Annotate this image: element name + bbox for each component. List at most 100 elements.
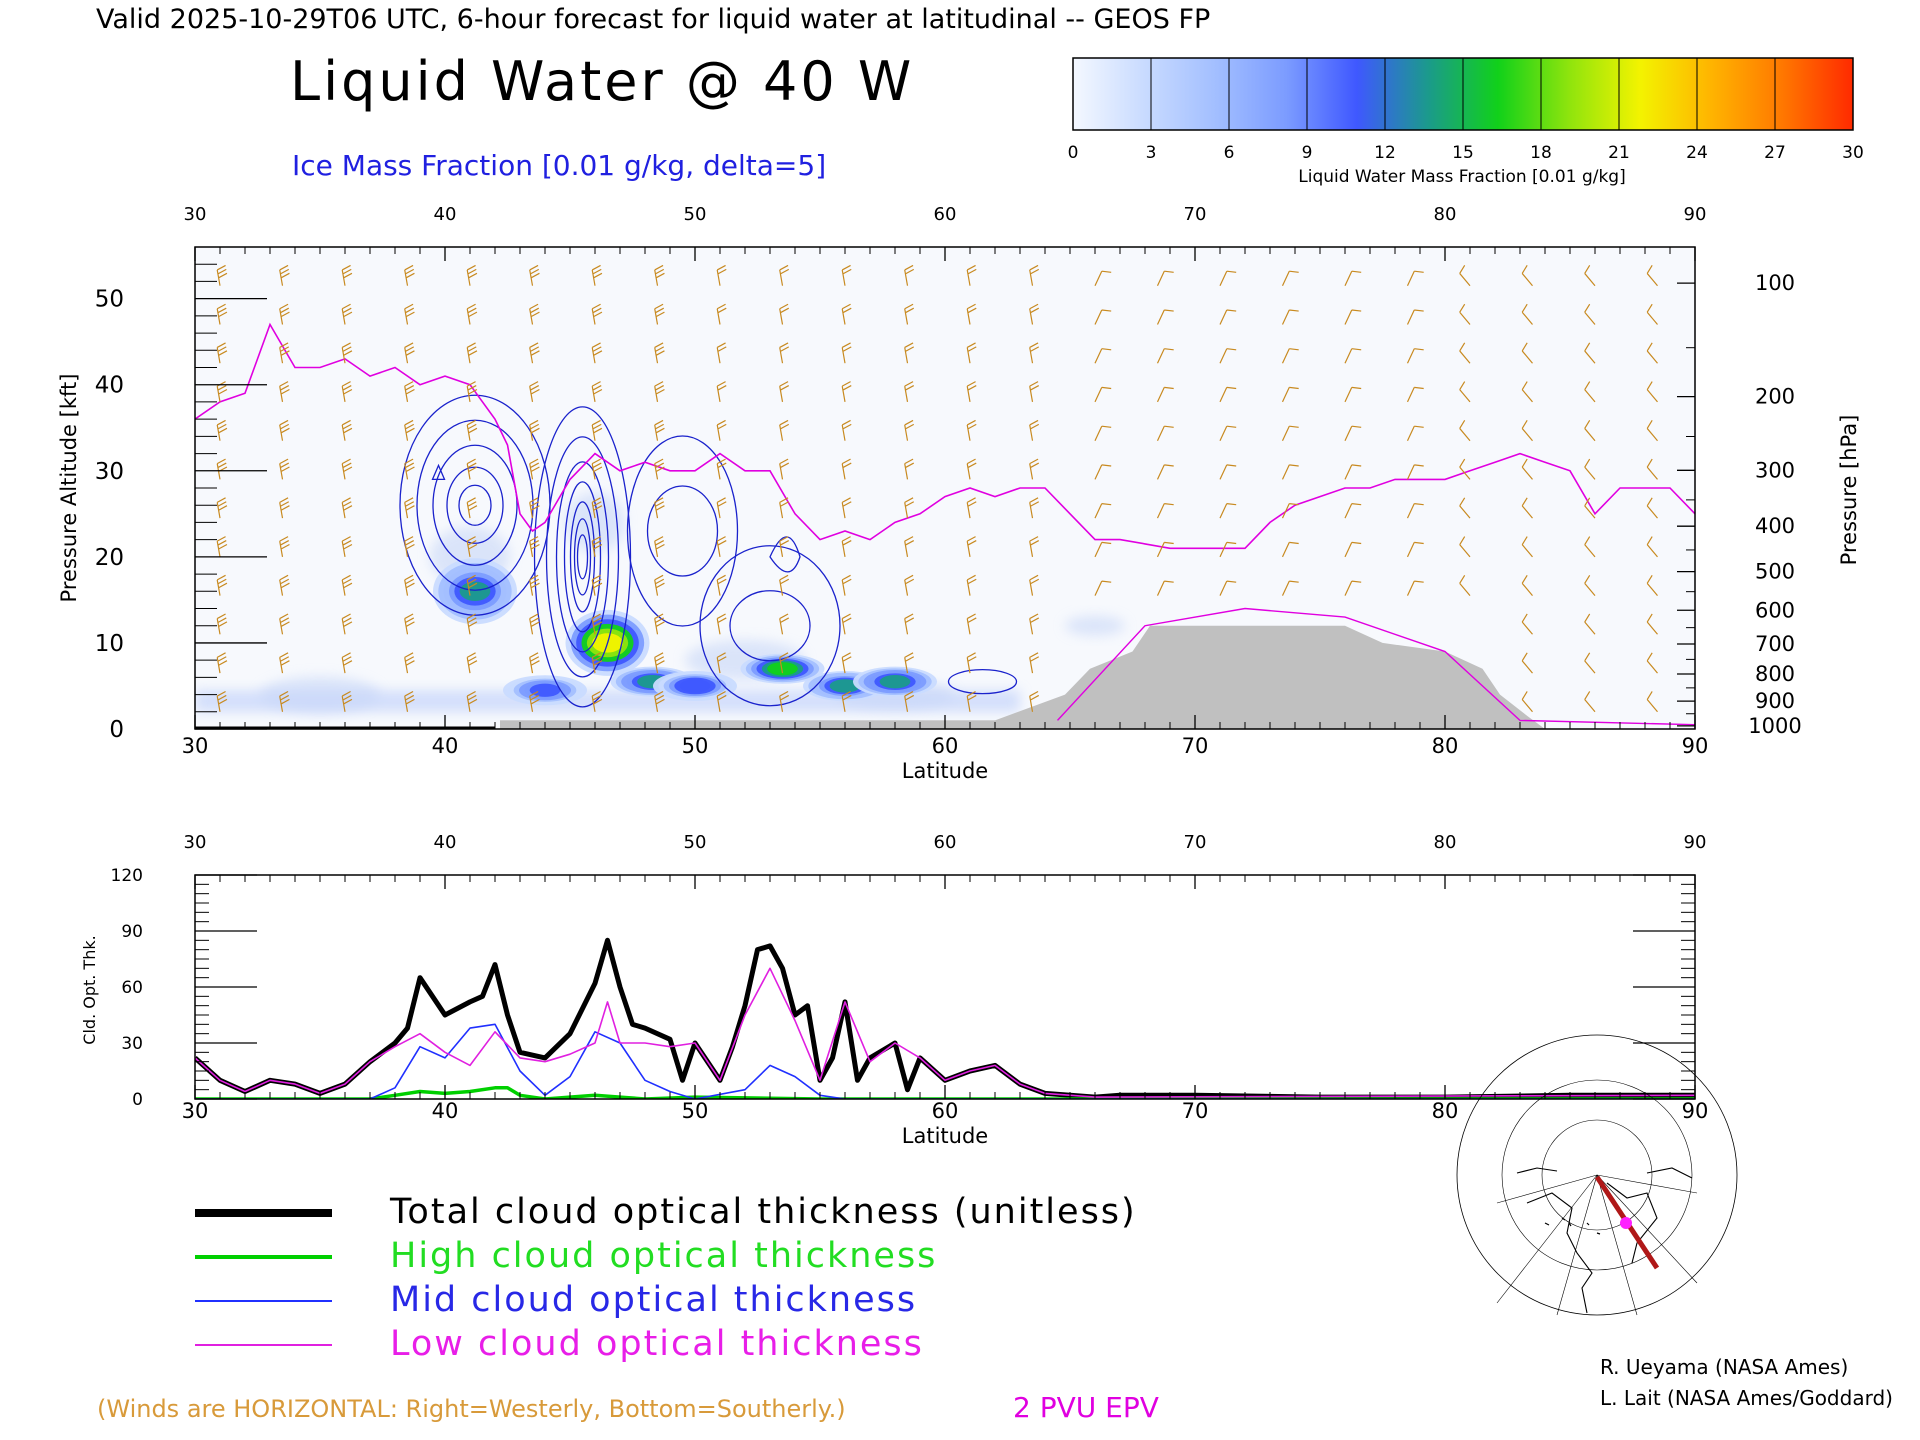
wind-barb-stroke — [841, 690, 852, 712]
bottom-x-tick-label: 50 — [682, 1099, 709, 1123]
wind-barb-stroke — [1521, 652, 1533, 674]
wind-barb — [1406, 580, 1424, 596]
wind-barb-stroke — [216, 652, 228, 674]
bottom-y-tick-label: 0 — [132, 1090, 143, 1110]
wind-barb — [591, 613, 603, 635]
wind-barb-stroke — [1406, 386, 1424, 403]
wind-barb — [1281, 464, 1299, 480]
wind-barb-stroke — [1344, 464, 1362, 480]
wind-barb-stroke — [779, 458, 790, 480]
top-y-tick-label: 0 — [109, 717, 124, 743]
wind-barb-stroke — [466, 342, 478, 364]
wind-barb — [966, 342, 977, 364]
wind-barb — [1521, 458, 1533, 480]
wind-barb — [1156, 503, 1174, 519]
wind-barb-stroke — [279, 381, 290, 403]
wind-barb-stroke — [466, 690, 478, 712]
wind-barb — [1584, 381, 1596, 403]
wind-barb-stroke — [1584, 381, 1596, 403]
wind-barb — [279, 652, 290, 674]
liquid-water-blob — [829, 679, 861, 693]
wind-barb — [341, 342, 353, 364]
wind-barb — [716, 574, 727, 596]
wind-barb — [216, 652, 228, 674]
wind-barb-stroke — [779, 419, 790, 441]
wind-barb — [1156, 541, 1174, 558]
wind-barb — [1584, 574, 1596, 596]
wind-barb-stroke — [1646, 265, 1658, 287]
wind-barb — [1459, 381, 1471, 403]
wind-barb-stroke — [1219, 270, 1237, 286]
wind-barb — [716, 690, 727, 712]
series-mid-line — [195, 1023, 1695, 1099]
top-y-tick-label: 30 — [95, 459, 124, 485]
wind-barb — [529, 342, 540, 364]
wind-barb — [591, 652, 603, 674]
bottom-ylabel: Cld. Opt. Thk. — [80, 935, 99, 1044]
wind-barb — [341, 381, 353, 403]
wind-barb-stroke — [1406, 425, 1424, 441]
wind-barb-stroke — [1646, 381, 1658, 403]
wind-barb — [466, 419, 478, 441]
wind-barb-stroke — [654, 613, 665, 635]
wind-barb — [1029, 419, 1040, 441]
legend-label-low: Low cloud optical thickness — [390, 1324, 924, 1364]
wind-barb-stroke — [279, 574, 290, 596]
wind-barb-stroke — [466, 381, 478, 403]
ice-contour — [646, 485, 719, 577]
wind-barb-stroke — [1344, 425, 1362, 441]
wind-barb-stroke — [966, 536, 977, 558]
wind-barb — [841, 458, 852, 480]
wind-barb-stroke — [716, 458, 727, 480]
liquid-water-blob — [879, 674, 911, 689]
epv-2pvu-line — [195, 322, 1695, 550]
wind-barb — [904, 574, 915, 596]
wind-barb — [1344, 541, 1362, 558]
wind-barb-stroke — [716, 381, 727, 403]
wind-barb — [1584, 458, 1596, 480]
wind-barb — [591, 574, 603, 596]
wind-barb-stroke — [341, 652, 353, 674]
top-x-tick-label: 90 — [1682, 734, 1709, 758]
inset-location-dot — [1620, 1217, 1632, 1229]
ice-contour — [573, 518, 592, 596]
wind-barb — [279, 264, 290, 286]
wind-barb — [904, 419, 915, 441]
wind-barb-stroke — [654, 303, 665, 325]
wind-barb-stroke — [466, 652, 478, 674]
wind-barb — [779, 303, 790, 325]
wind-barb-stroke — [1094, 348, 1112, 364]
wind-barb — [654, 536, 665, 558]
epv-label: 2 PVU EPV — [1013, 1391, 1159, 1424]
wind-barb — [1521, 497, 1533, 519]
wind-barb — [1584, 497, 1596, 519]
wind-barb — [966, 303, 977, 325]
wind-barb-stroke — [279, 303, 290, 325]
wind-barb-stroke — [904, 613, 915, 635]
wind-barb-stroke — [841, 613, 852, 635]
wind-barb-stroke — [1219, 541, 1237, 558]
wind-barb-stroke — [279, 342, 290, 364]
top-right-tick-label: 100 — [1755, 271, 1795, 295]
wind-barb — [216, 536, 228, 558]
wind-barb — [966, 536, 977, 558]
liquid-water-blob — [767, 662, 798, 676]
colorbar-tick-label: 3 — [1146, 143, 1157, 163]
wind-barb — [1219, 270, 1237, 286]
wind-barb-stroke — [904, 536, 915, 558]
wind-barb-stroke — [216, 381, 228, 403]
wind-barb — [1281, 386, 1299, 403]
wind-barb — [1281, 580, 1299, 596]
wind-barb-stroke — [1406, 348, 1424, 364]
wind-barb — [1029, 574, 1040, 596]
top-right-tick-label: 200 — [1755, 385, 1795, 409]
wind-barb — [1344, 270, 1362, 286]
bottom-x-tick-label: 90 — [1682, 1099, 1709, 1123]
wind-barb-stroke — [341, 342, 353, 364]
wind-barb — [1094, 309, 1112, 325]
wind-barb-stroke — [1459, 381, 1471, 403]
wind-barb-stroke — [1406, 541, 1424, 558]
wind-barb-stroke — [654, 419, 665, 441]
wind-barb — [1646, 420, 1658, 442]
